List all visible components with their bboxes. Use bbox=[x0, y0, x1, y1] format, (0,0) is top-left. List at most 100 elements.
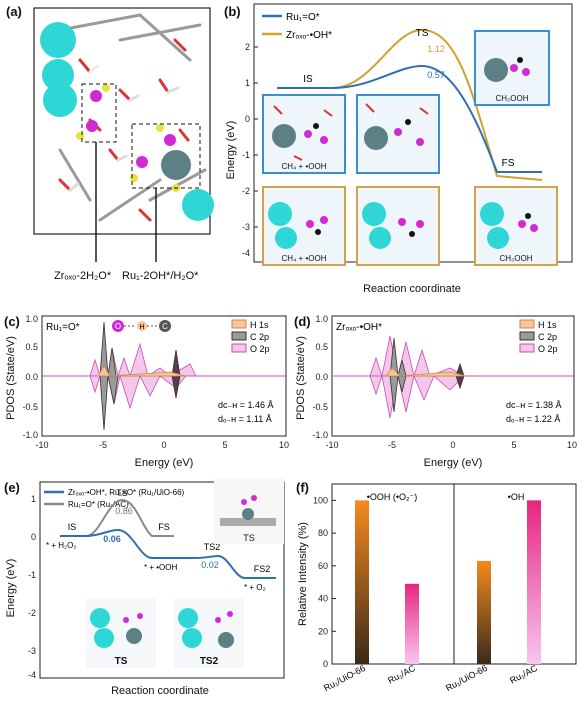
panel-b-label: (b) bbox=[224, 4, 241, 19]
d-ylabel: PDOS (State/eV) bbox=[295, 336, 307, 420]
f-bar-ooh-0 bbox=[355, 500, 369, 664]
b-curve-ru bbox=[277, 64, 542, 173]
f-ylabel: Relative Intensity (%) bbox=[297, 522, 309, 626]
f-ytick: 20 bbox=[318, 626, 328, 636]
c-ytick: 1.0 bbox=[25, 314, 38, 324]
b-inset-orange-mid bbox=[356, 186, 440, 266]
e-legend-uio: Zrₒₓₒ-•OH*, Ru₁=O* (Ru₁/UiO-66) bbox=[68, 488, 185, 497]
d-ytick: -0.5 bbox=[312, 402, 328, 412]
f-group-title-oh: •OH bbox=[508, 492, 525, 502]
e-note-o2: * + O₂ bbox=[244, 583, 266, 592]
c-ytick: -0.5 bbox=[22, 402, 38, 412]
b-caption-orange-left: CH₄ + •OOH bbox=[281, 254, 327, 263]
d-xtick: -5 bbox=[388, 440, 396, 450]
c-ytick: 0.5 bbox=[25, 342, 38, 352]
c-xlabel: Energy (eV) bbox=[135, 457, 194, 469]
b-legend-ru: Ru₁=O* bbox=[286, 12, 320, 23]
d-legend-c: C 2p bbox=[538, 332, 557, 342]
e-xlabel: Reaction coordinate bbox=[111, 685, 209, 697]
c-atom-c bbox=[159, 320, 171, 332]
d-ytick: 0.5 bbox=[315, 342, 328, 352]
e-fs2: FS2 bbox=[254, 564, 271, 574]
c-xtick: 10 bbox=[279, 440, 289, 450]
panel-a: (a) Zrₒ bbox=[0, 0, 220, 300]
f-ytick: 80 bbox=[318, 528, 328, 538]
c-ylabel: PDOS (State/eV) bbox=[5, 336, 17, 420]
b-ytick: 2 bbox=[245, 42, 250, 52]
e-inset-ts-left: TS bbox=[86, 598, 156, 668]
d-ytick: -1.0 bbox=[312, 430, 328, 440]
b-ylabel: Energy (eV) bbox=[225, 121, 237, 180]
svg-text:O: O bbox=[115, 322, 121, 331]
b-legend-zr: Zrₒₓₒ-•OH* bbox=[286, 30, 332, 41]
e-ts: TS bbox=[116, 488, 128, 498]
f-xlabel: Ru₁/AC bbox=[386, 663, 417, 686]
d-xtick: 10 bbox=[567, 440, 577, 450]
d-legend-h: H 1s bbox=[538, 320, 557, 330]
panel-e: (e) 1 0 -1 -2 -3 -4 Energy (eV) Reaction… bbox=[0, 478, 290, 704]
b-xlabel: Reaction coordinate bbox=[363, 283, 461, 295]
f-xlabel: Ru₁/AC bbox=[508, 663, 539, 686]
e-barrier-ac: 0.86 bbox=[115, 506, 133, 516]
e-fs: FS bbox=[158, 522, 170, 532]
panel-a-label: (a) bbox=[6, 4, 22, 19]
panel-e-label: (e) bbox=[4, 480, 20, 495]
svg-text:H: H bbox=[139, 324, 144, 331]
b-fs-label: FS bbox=[502, 158, 515, 169]
e-ytick: -4 bbox=[28, 670, 36, 680]
e-inset-ts2: TS2 bbox=[174, 598, 244, 668]
panel-a-structure bbox=[33, 7, 214, 262]
e-legend-ac: Ru₁=O* (Ru₁/AC) bbox=[68, 500, 129, 509]
e-ytick: -1 bbox=[28, 570, 36, 580]
c-atom-o bbox=[112, 320, 124, 332]
b-ytick: -4 bbox=[242, 248, 250, 258]
panel-f-label: (f) bbox=[296, 480, 309, 495]
panel-a-label-ru: Ru₁-2OH*/H₂O* bbox=[122, 270, 199, 282]
b-inset-orange-right: CH₃OOH bbox=[474, 186, 558, 266]
b-is-label: IS bbox=[303, 74, 313, 85]
f-xlabel: Ru₁/UiO-66 bbox=[444, 663, 489, 693]
b-inset-blue-left: CH₄ + •OOH bbox=[262, 94, 346, 174]
panel-f: (f) Relative Intensity (%) •OOH (•O₂⁻) •… bbox=[290, 478, 580, 704]
e-ytick: -2 bbox=[28, 608, 36, 618]
f-bar-oh-1 bbox=[527, 500, 541, 664]
d-xtick: 5 bbox=[511, 440, 516, 450]
f-ytick: 100 bbox=[313, 495, 328, 505]
d-ytick: 0.0 bbox=[315, 372, 328, 382]
c-doh: dₒ₋ʜ = 1.11 Å bbox=[218, 414, 272, 424]
f-xlabel: Ru₁/UiO-66 bbox=[322, 663, 367, 693]
f-ytick: 0 bbox=[323, 659, 328, 669]
b-inset-blue-right: CH₃OOH bbox=[474, 30, 550, 106]
svg-text:C: C bbox=[162, 322, 168, 331]
f-group-title-ooh: •OOH (•O₂⁻) bbox=[367, 492, 418, 502]
panel-d-label: (d) bbox=[294, 314, 311, 329]
b-ytick: 0 bbox=[245, 114, 250, 124]
e-is: IS bbox=[68, 522, 77, 532]
b-caption-orange-right: CH₃OOH bbox=[499, 254, 533, 263]
e-note-h2o2: * + H₂O₂ bbox=[46, 541, 76, 550]
b-curve-zr bbox=[277, 28, 543, 181]
c-atom-h bbox=[137, 321, 147, 331]
d-xtick: -10 bbox=[325, 440, 338, 450]
f-bar-ooh-1 bbox=[405, 583, 419, 664]
b-ytick: -2 bbox=[242, 186, 250, 196]
e-barrier-uio: 0.06 bbox=[103, 534, 121, 544]
e-ytick: -3 bbox=[28, 646, 36, 656]
b-ytick: 1 bbox=[245, 78, 250, 88]
c-xtick: -5 bbox=[99, 440, 107, 450]
panel-d-pdos: -10 -5 0 5 10 1.0 0.5 0.0 -0.5 -1.0 PDOS… bbox=[295, 314, 577, 469]
d-xlabel: Energy (eV) bbox=[424, 457, 483, 469]
c-legend-h: H 1s bbox=[250, 320, 269, 330]
d-ytick: 1.0 bbox=[315, 314, 328, 324]
e-caption-ts-left: TS bbox=[114, 656, 128, 667]
b-caption-blue-left: CH₄ + •OOH bbox=[281, 162, 327, 171]
panel-b: (b) 2 1 0 -1 -2 -3 -4 Energy (eV) Reacti… bbox=[222, 0, 580, 305]
e-caption-ts2: TS2 bbox=[199, 656, 219, 667]
d-title: Zrₒₓₒ-•OH* bbox=[336, 322, 382, 333]
panel-c: (c) -10 -5 0 5 10 1.0 0.5 0.0 -0.5 -1.0 … bbox=[0, 308, 292, 476]
f-bar-oh-0 bbox=[477, 560, 491, 664]
f-ytick: 40 bbox=[318, 594, 328, 604]
e-inset-ts-right: TS bbox=[214, 478, 284, 544]
panel-a-label-zr: Zrₒₓₒ-2H₂O* bbox=[54, 270, 112, 282]
b-inset-blue-mid bbox=[356, 94, 440, 174]
